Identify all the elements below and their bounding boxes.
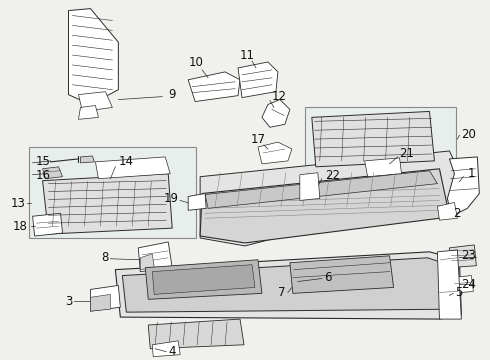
Text: 3: 3 (65, 295, 73, 308)
Text: 15: 15 (36, 156, 50, 168)
Polygon shape (140, 254, 154, 270)
Text: 8: 8 (101, 251, 108, 264)
Polygon shape (300, 173, 320, 201)
Polygon shape (438, 250, 462, 319)
Polygon shape (200, 169, 447, 243)
Polygon shape (258, 142, 292, 164)
Text: 18: 18 (13, 220, 27, 233)
Text: 22: 22 (325, 169, 340, 182)
Polygon shape (312, 112, 435, 167)
Polygon shape (290, 256, 393, 293)
Text: 1: 1 (467, 167, 475, 180)
Polygon shape (91, 285, 121, 311)
Text: 6: 6 (324, 271, 331, 284)
Polygon shape (449, 245, 476, 268)
Text: 11: 11 (240, 49, 254, 62)
Text: 21: 21 (399, 148, 415, 161)
Polygon shape (238, 62, 278, 98)
Text: 4: 4 (168, 345, 176, 358)
Polygon shape (152, 265, 255, 294)
Text: 7: 7 (278, 286, 286, 299)
Text: 12: 12 (272, 90, 287, 103)
Polygon shape (122, 258, 451, 312)
Polygon shape (69, 9, 119, 104)
Polygon shape (43, 174, 172, 234)
Text: 2: 2 (453, 207, 461, 220)
Polygon shape (452, 275, 473, 293)
Polygon shape (205, 171, 438, 208)
Polygon shape (148, 319, 244, 349)
Text: 19: 19 (163, 192, 178, 205)
Polygon shape (152, 341, 180, 357)
Text: 24: 24 (462, 278, 476, 291)
Polygon shape (447, 157, 479, 216)
Text: 10: 10 (189, 57, 203, 69)
Text: 9: 9 (168, 88, 176, 101)
Text: 13: 13 (11, 197, 25, 210)
Polygon shape (138, 242, 172, 272)
Text: 17: 17 (250, 132, 266, 146)
Polygon shape (96, 157, 170, 179)
Text: 5: 5 (455, 286, 463, 299)
Polygon shape (188, 194, 206, 210)
Polygon shape (43, 167, 63, 179)
Bar (305, 108, 456, 175)
Polygon shape (91, 294, 110, 311)
Polygon shape (78, 105, 98, 120)
Polygon shape (188, 72, 240, 102)
Polygon shape (115, 252, 462, 319)
Text: 23: 23 (462, 249, 476, 262)
Text: 16: 16 (36, 169, 50, 182)
Polygon shape (33, 213, 63, 236)
Polygon shape (438, 202, 457, 220)
Text: 20: 20 (462, 128, 476, 141)
Polygon shape (262, 100, 290, 127)
Polygon shape (78, 92, 112, 112)
Polygon shape (145, 260, 262, 299)
Bar (28, 147, 196, 238)
Polygon shape (80, 156, 95, 163)
Polygon shape (365, 158, 401, 177)
Text: 14: 14 (119, 156, 133, 168)
Polygon shape (200, 151, 467, 246)
